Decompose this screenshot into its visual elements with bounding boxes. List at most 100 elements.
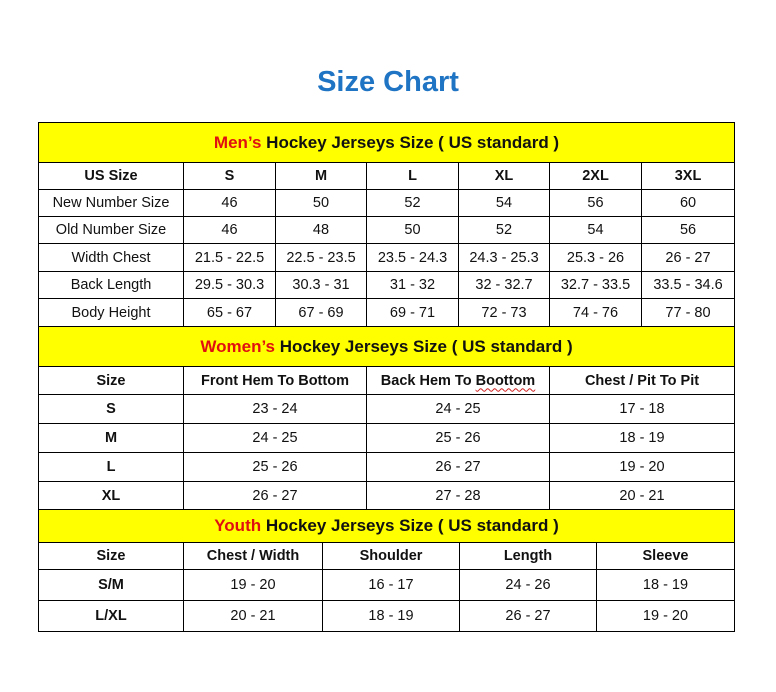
column-header: 2XL <box>549 162 642 190</box>
column-header-label: Length <box>503 548 553 564</box>
row-label: L <box>38 452 184 482</box>
women-size-table: Women’s Hockey Jerseys Size ( US standar… <box>37 326 736 510</box>
table-cell: 26 - 27 <box>640 243 736 272</box>
youth-section-heading: Youth Hockey Jerseys Size ( US standard … <box>38 509 735 543</box>
column-header: S <box>183 162 276 190</box>
table-row: XL 26 - 27 27 - 28 20 - 21 <box>38 481 736 510</box>
table-cell: 67 - 69 <box>275 298 367 327</box>
column-header-label: Size <box>96 372 126 389</box>
table-row: Back Length 29.5 - 30.3 30.3 - 31 31 - 32 32… <box>38 271 736 299</box>
column-header: Size <box>38 542 184 570</box>
table-cell: 54 <box>549 216 642 244</box>
table-row: M 24 - 25 25 - 26 18 - 19 <box>38 423 736 453</box>
column-header-label: Back Hem To Boottom <box>380 372 536 389</box>
row-label: L/XL <box>38 600 184 632</box>
table-cell: 22.5 - 23.5 <box>275 243 367 272</box>
table-cell: 56 <box>549 189 642 217</box>
table-row: L 25 - 26 26 - 27 19 - 20 <box>38 452 736 482</box>
column-header: Sleeve <box>596 542 735 570</box>
column-header: 3XL <box>640 162 736 190</box>
table-cell: 25 - 26 <box>366 423 550 453</box>
heading-text: Hockey Jerseys Size ( US standard ) <box>275 336 573 356</box>
row-label: XL <box>38 481 184 510</box>
table-cell: 21.5 - 22.5 <box>183 243 276 272</box>
table-cell: 60 <box>640 189 736 217</box>
table-cell: 54 <box>458 189 550 217</box>
table-cell: 20 - 21 <box>183 600 323 632</box>
column-header: Chest / Pit To Pit <box>548 366 736 395</box>
men-section-heading-row: Men’s Hockey Jerseys Size ( US standard … <box>37 122 736 163</box>
heading-accent: Men’s <box>213 132 262 152</box>
heading-accent: Youth <box>214 516 262 535</box>
table-cell: 46 <box>183 189 276 217</box>
table-cell: 32 - 32.7 <box>458 271 550 299</box>
table-cell: 32.7 - 33.5 <box>549 271 642 299</box>
table-row: Old Number Size 46 48 50 52 54 56 <box>38 216 736 244</box>
column-header-label: US Size <box>84 168 138 184</box>
table-cell: 52 <box>366 189 459 217</box>
women-section-heading-row: Women’s Hockey Jerseys Size ( US standar… <box>37 326 736 367</box>
heading-accent: Women’s <box>200 336 275 356</box>
row-label: Back Length <box>38 271 184 299</box>
row-label: S <box>38 394 184 424</box>
table-cell: 18 - 19 <box>548 423 736 453</box>
column-header-label: XL <box>494 168 514 184</box>
men-size-table: Men’s Hockey Jerseys Size ( US standard … <box>37 122 736 327</box>
column-header: XL <box>458 162 550 190</box>
table-cell: 18 - 19 <box>596 569 735 601</box>
column-header-label: S <box>224 168 235 184</box>
column-header: Shoulder <box>322 542 460 570</box>
table-row: New Number Size 46 50 52 54 56 60 <box>38 189 736 217</box>
column-header: Length <box>459 542 597 570</box>
table-cell: 52 <box>458 216 550 244</box>
row-label: New Number Size <box>38 189 184 217</box>
table-cell: 18 - 19 <box>322 600 460 632</box>
table-cell: 19 - 20 <box>596 600 735 632</box>
table-row: S/M 19 - 20 16 - 17 24 - 26 18 - 19 <box>38 569 735 601</box>
table-cell: 31 - 32 <box>366 271 459 299</box>
table-cell: 65 - 67 <box>183 298 276 327</box>
column-header: US Size <box>38 162 184 190</box>
row-label: Old Number Size <box>38 216 184 244</box>
column-header-label: L <box>408 168 417 184</box>
column-header-label: Chest / Width <box>206 548 300 564</box>
table-cell: 17 - 18 <box>548 394 736 424</box>
column-header: Front Hem To Bottom <box>183 366 367 395</box>
column-header: Size <box>38 366 184 395</box>
column-header-row: Size Chest / Width Shoulder Length Sleeve <box>38 542 735 570</box>
column-header-label: Shoulder <box>359 548 423 564</box>
men-section-heading: Men’s Hockey Jerseys Size ( US standard … <box>37 122 736 163</box>
column-header-row: Size Front Hem To Bottom Back Hem To Boott… <box>38 366 736 395</box>
table-cell: 30.3 - 31 <box>275 271 367 299</box>
table-cell: 20 - 21 <box>548 481 736 510</box>
table-cell: 48 <box>275 216 367 244</box>
column-header-label: Chest / Pit To Pit <box>584 372 700 389</box>
table-cell: 16 - 17 <box>322 569 460 601</box>
youth-section-heading-row: Youth Hockey Jerseys Size ( US standard … <box>38 509 735 543</box>
table-row: Body Height 65 - 67 67 - 69 69 - 71 72 - 73 7… <box>38 298 736 327</box>
table-cell: 19 - 20 <box>183 569 323 601</box>
table-row: L/XL 20 - 21 18 - 19 26 - 27 19 - 20 <box>38 600 735 632</box>
row-label: M <box>38 423 184 453</box>
youth-size-table: Youth Hockey Jerseys Size ( US standard … <box>38 509 735 632</box>
table-cell: 72 - 73 <box>458 298 550 327</box>
column-header-label: Front Hem To Bottom <box>201 372 349 389</box>
column-header: L <box>366 162 459 190</box>
column-header-label: M <box>314 168 328 184</box>
column-header: Back Hem To Boottom <box>366 366 550 395</box>
heading-text: Hockey Jerseys Size ( US standard ) <box>261 516 559 535</box>
table-cell: 77 - 80 <box>640 298 736 327</box>
table-cell: 26 - 27 <box>459 600 597 632</box>
heading-text: Hockey Jerseys Size ( US standard ) <box>261 132 560 152</box>
table-cell: 50 <box>366 216 459 244</box>
column-header-label: 3XL <box>674 168 702 184</box>
table-cell: 69 - 71 <box>366 298 459 327</box>
table-cell: 46 <box>183 216 276 244</box>
column-header: M <box>275 162 367 190</box>
table-cell: 74 - 76 <box>549 298 642 327</box>
table-cell: 27 - 28 <box>366 481 550 510</box>
table-cell: 26 - 27 <box>366 452 550 482</box>
row-label: Width Chest <box>38 243 184 272</box>
table-cell: 25 - 26 <box>183 452 367 482</box>
column-header-label: 2XL <box>582 168 609 184</box>
